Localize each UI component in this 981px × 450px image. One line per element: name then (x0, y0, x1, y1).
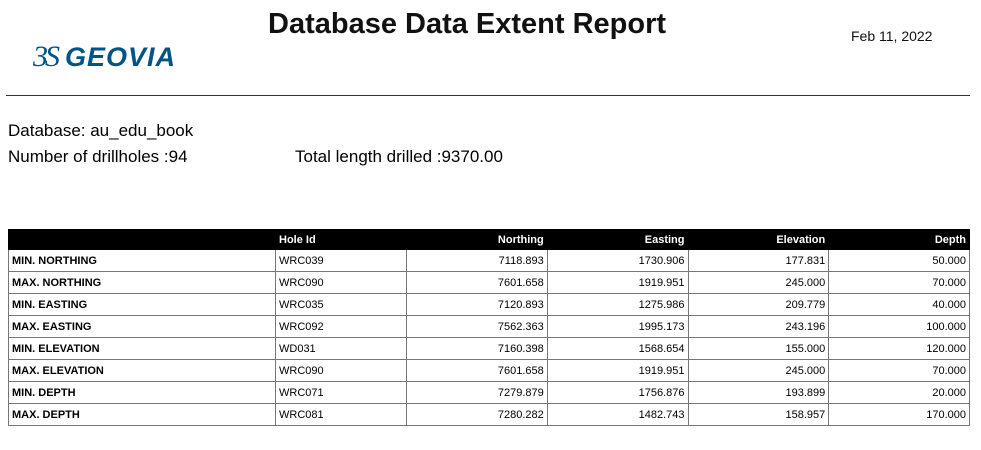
row-northing: 7120.893 (406, 293, 548, 316)
row-easting: 1756.876 (546, 381, 689, 404)
logo-ds-mark: 3S (33, 40, 60, 73)
row-hole-id: WRC035 (275, 293, 407, 316)
table-row: MIN. ELEVATION WD031 7160.398 1568.654 1… (8, 337, 970, 360)
row-elevation: 177.831 (687, 249, 830, 272)
report-date: Feb 11, 2022 (851, 28, 933, 44)
row-label: MIN. EASTING (8, 293, 276, 316)
row-northing: 7160.398 (406, 337, 548, 360)
table-row: MAX. DEPTH WRC081 7280.282 1482.743 158.… (8, 403, 970, 426)
table-row: MAX. NORTHING WRC090 7601.658 1919.951 2… (8, 271, 970, 294)
table-header-row: Hole Id Northing Easting Elevation Depth (8, 229, 970, 250)
row-hole-id: WRC090 (275, 271, 407, 294)
report-title: Database Data Extent Report (268, 8, 667, 40)
row-hole-id: WRC071 (275, 381, 407, 404)
row-depth: 120.000 (828, 337, 970, 360)
row-elevation: 158.957 (687, 403, 830, 426)
row-easting: 1568.654 (546, 337, 689, 360)
row-depth: 20.000 (828, 381, 970, 404)
table-row: MAX. EASTING WRC092 7562.363 1995.173 24… (8, 315, 970, 338)
row-depth: 70.000 (828, 359, 970, 382)
row-label: MIN. DEPTH (8, 381, 276, 404)
row-label: MIN. ELEVATION (8, 337, 276, 360)
row-northing: 7280.282 (406, 403, 548, 426)
row-easting: 1995.173 (546, 315, 689, 338)
row-elevation: 193.899 (687, 381, 830, 404)
row-hole-id: WRC039 (275, 249, 407, 272)
geovia-logo: 3S GEOVIA (33, 40, 176, 74)
row-depth: 40.000 (828, 293, 970, 316)
row-easting: 1730.906 (546, 249, 689, 272)
header-label (8, 229, 276, 250)
row-depth: 70.000 (828, 271, 970, 294)
row-elevation: 245.000 (687, 359, 830, 382)
table-row: MIN. EASTING WRC035 7120.893 1275.986 20… (8, 293, 970, 316)
row-northing: 7279.879 (406, 381, 548, 404)
row-hole-id: WRC090 (275, 359, 407, 382)
row-hole-id: WRC081 (275, 403, 407, 426)
row-label: MAX. EASTING (8, 315, 276, 338)
row-easting: 1919.951 (546, 271, 689, 294)
header-easting: Easting (546, 229, 689, 250)
logo-wordmark: GEOVIA (65, 42, 177, 72)
row-easting: 1919.951 (546, 359, 689, 382)
row-label: MAX. NORTHING (8, 271, 276, 294)
row-elevation: 243.196 (687, 315, 830, 338)
row-depth: 50.000 (828, 249, 970, 272)
row-easting: 1275.986 (546, 293, 689, 316)
drillhole-count: Number of drillholes :94 (8, 147, 188, 166)
row-northing: 7601.658 (406, 271, 548, 294)
extent-table: Hole Id Northing Easting Elevation Depth… (8, 229, 970, 426)
row-depth: 100.000 (828, 315, 970, 338)
database-name: Database: au_edu_book (8, 121, 194, 140)
row-elevation: 209.779 (687, 293, 830, 316)
row-label: MAX. DEPTH (8, 403, 276, 426)
header-elevation: Elevation (687, 229, 830, 250)
row-hole-id: WD031 (275, 337, 407, 360)
header-hole-id: Hole Id (275, 229, 407, 250)
row-northing: 7118.893 (406, 249, 548, 272)
header-northing: Northing (406, 229, 548, 250)
table-row: MIN. NORTHING WRC039 7118.893 1730.906 1… (8, 249, 970, 272)
table-row: MIN. DEPTH WRC071 7279.879 1756.876 193.… (8, 381, 970, 404)
table-row: MAX. ELEVATION WRC090 7601.658 1919.951 … (8, 359, 970, 382)
row-northing: 7601.658 (406, 359, 548, 382)
total-length-drilled: Total length drilled :9370.00 (295, 147, 503, 166)
row-label: MIN. NORTHING (8, 249, 276, 272)
row-easting: 1482.743 (546, 403, 689, 426)
header-divider (6, 95, 970, 96)
row-elevation: 245.000 (687, 271, 830, 294)
row-hole-id: WRC092 (275, 315, 407, 338)
row-elevation: 155.000 (687, 337, 830, 360)
row-northing: 7562.363 (406, 315, 548, 338)
row-depth: 170.000 (828, 403, 970, 426)
row-label: MAX. ELEVATION (8, 359, 276, 382)
header-depth: Depth (828, 229, 970, 250)
